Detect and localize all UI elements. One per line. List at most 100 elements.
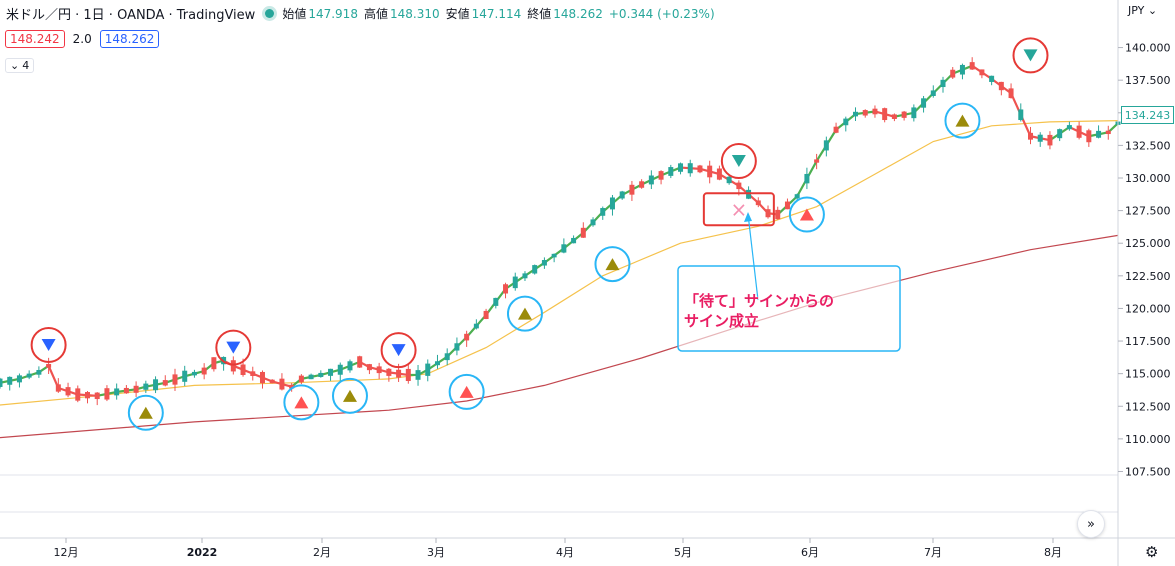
candle-body [230,360,236,372]
annotation-pointer [747,213,759,301]
candle-body [541,260,547,266]
x-tick-label: 8月 [1044,546,1062,559]
candle-body [532,265,538,274]
candle-body [46,363,52,368]
candle-body [580,227,586,238]
candle-body [959,64,965,75]
candle-body [609,197,615,210]
buy-signal-triangle [517,307,532,320]
sell-signal-ring [720,143,757,180]
candle-body [16,375,22,383]
candle-body [998,81,1004,91]
candle-body [1047,134,1053,146]
sell-signal-triangle [226,341,241,354]
candle-body [989,75,995,82]
candle-body [697,165,703,173]
candle-body [784,201,790,210]
buy-price-button[interactable]: 148.262 [99,30,160,48]
sell-signal-ring [215,329,252,366]
candle-body [668,167,674,176]
candle-body [551,253,557,258]
candle-body [94,392,100,400]
close-value: 148.262 [553,6,603,21]
candle-body [833,126,839,133]
candle-body [65,387,71,396]
chevron-down-icon: ⌄ [10,59,20,72]
candle-body [765,209,771,218]
candle-body [75,388,81,401]
buy-signal-ring [283,384,320,421]
gear-icon[interactable]: ⚙ [1145,543,1159,561]
waiting-signal-box [702,192,775,227]
chart-legend: 米ドル／円 · 1日 · OANDA · TradingView 始値 147.9… [6,4,721,24]
candle-body [473,323,479,329]
candle-body [921,98,927,108]
candle-body [658,171,664,180]
y-tick-label: 132.500 [1125,139,1171,152]
candle-body [678,163,684,172]
candle-body [726,176,732,184]
candle-body [434,361,440,366]
ma-mid-line [0,120,1119,406]
candle-body [707,165,713,178]
candle-body [600,208,606,216]
candle-body [561,244,567,253]
y-tick-label: 122.500 [1125,270,1171,283]
currency-label: JPY [1128,4,1145,17]
buy-signal-triangle [138,406,153,419]
sell-signal-ring [1012,37,1049,74]
candle-body [250,371,256,376]
indicator-toggle-button[interactable]: ⌄ 4 [5,58,35,73]
candle-body [464,333,470,341]
buy-signal-triangle [294,396,309,409]
candle-body [814,159,820,163]
candle-body [396,369,402,378]
candle-body [843,118,849,126]
y-tick-label: 112.500 [1125,400,1171,413]
sell-signal-triangle [41,338,56,351]
double-chevron-right-icon: » [1087,516,1095,532]
candle-body [289,384,295,389]
buy-signal-triangle [342,389,357,402]
high-value: 148.310 [389,6,440,21]
open-label: 始値 [282,7,307,21]
candle-body [114,388,120,396]
y-tick-label: 137.500 [1125,74,1171,87]
candle-body [454,343,460,351]
x-tick-label: 2月 [313,546,331,559]
y-tick-label: 107.500 [1125,465,1171,478]
symbol-title: 米ドル／円 · 1日 · OANDA · TradingView [6,8,256,23]
candle-body [590,219,596,226]
indicator-count: 4 [22,59,30,72]
annotation-box [677,265,901,352]
candle-body [240,364,246,375]
candle-body [950,69,956,78]
annotation-text: 「待て」サインからの [684,292,834,310]
annotation-text: サイン成立 [684,312,759,330]
y-tick-label: 140.000 [1125,42,1171,55]
x-tick-label: 6月 [801,546,819,559]
scroll-to-realtime-button[interactable]: » [1077,510,1105,538]
candle-body [512,276,518,289]
candle-body [891,114,897,119]
candle-body [619,191,625,199]
candle-body [930,90,936,96]
candle-body [182,370,188,382]
sell-price-button[interactable]: 148.242 [5,30,65,48]
sell-signal-ring [30,326,67,363]
buy-signal-ring [944,102,981,139]
candle-body [940,79,946,88]
candle-body [259,371,265,384]
candle-body [1096,130,1102,138]
candle-body [1018,109,1024,121]
candle-body [862,110,868,116]
x-tick-label: 5月 [674,546,692,559]
annotation-arrowhead [744,212,752,222]
candle-body [7,376,13,385]
candle-body [123,387,129,394]
candle-body [1066,125,1072,130]
buy-signal-ring [331,377,368,414]
currency-selector[interactable]: JPY ⌄ [1128,4,1157,17]
